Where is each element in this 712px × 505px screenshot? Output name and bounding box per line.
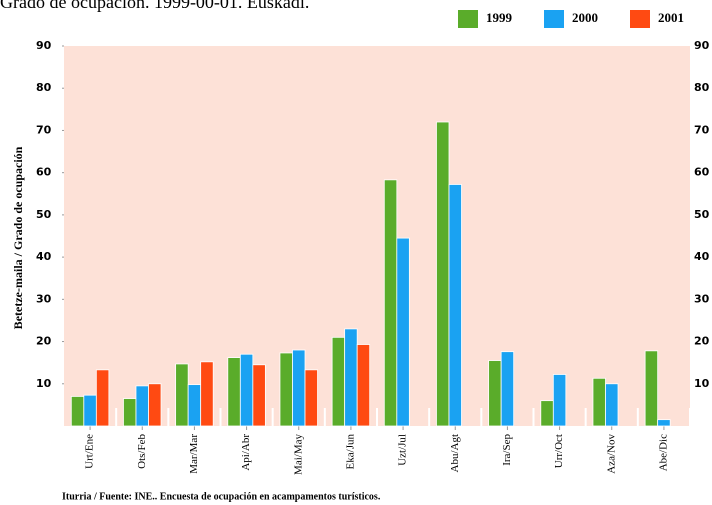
bar <box>200 361 214 427</box>
bar <box>304 369 318 427</box>
bar <box>436 121 450 427</box>
x-tick-label: Uzt/Jul <box>397 434 409 466</box>
x-tick-label: Ira/Sep <box>501 434 513 466</box>
legend-swatch <box>544 10 564 28</box>
legend-swatch <box>458 10 478 28</box>
y-tick-label: 50 <box>36 208 52 221</box>
y-tick-label-right: 20 <box>694 335 710 348</box>
y-tick-label-right: 80 <box>694 81 710 94</box>
bar <box>540 400 554 427</box>
bar <box>83 394 97 427</box>
bar <box>657 419 671 427</box>
x-tick-label: Mai/May <box>292 434 304 475</box>
bar <box>396 237 410 427</box>
bar <box>70 396 85 427</box>
y-tick-label-right: 60 <box>694 166 710 179</box>
y-tick-label: 10 <box>36 377 52 390</box>
bar <box>279 352 293 427</box>
bar <box>187 384 202 427</box>
y-tick-label: 80 <box>36 81 52 94</box>
bar <box>488 360 502 427</box>
bar <box>175 363 189 427</box>
source-note: Iturria / Fuente: INE.. Encuesta de ocup… <box>62 491 381 502</box>
legend-label: 2000 <box>572 10 598 25</box>
bar <box>644 350 659 427</box>
y-tick-label-right: 40 <box>694 250 710 263</box>
x-tick-label: Abu/Agt <box>449 434 461 473</box>
x-tick-label: Ots/Feb <box>136 434 148 469</box>
x-tick-label: Api/Abr <box>240 434 252 471</box>
y-tick-label: 20 <box>36 335 52 348</box>
bar <box>148 383 162 427</box>
plot-area <box>64 46 690 426</box>
y-tick-label: 70 <box>36 123 52 136</box>
bar <box>239 353 254 427</box>
bar <box>592 377 606 427</box>
y-tick-label-right: 30 <box>694 292 710 305</box>
x-tick-label: Urr/Oct <box>553 434 565 468</box>
y-tick-label: 60 <box>36 166 52 179</box>
bar <box>500 351 515 427</box>
bar <box>356 344 371 427</box>
x-tick-label: Aza/Nov <box>605 434 617 474</box>
y-tick-label: 90 <box>36 39 52 52</box>
y-tick-label-right: 70 <box>694 123 710 136</box>
bar <box>344 328 358 427</box>
bar <box>252 364 266 427</box>
y-tick-label: 40 <box>36 250 52 263</box>
x-tick-label: Mar/Mar <box>188 434 200 474</box>
bar <box>95 369 110 427</box>
y-tick-label: 30 <box>36 292 52 305</box>
x-tick-label: Abe/Dic <box>657 434 669 471</box>
legend-swatch <box>630 10 650 28</box>
x-tick-label: Urt/Ene <box>84 434 96 469</box>
x-tick-label: Eka/Jun <box>344 434 356 470</box>
bar <box>135 385 149 427</box>
y-tick-label-right: 90 <box>694 39 710 52</box>
y-tick-label-right: 10 <box>694 377 710 390</box>
bar <box>448 184 462 427</box>
y-tick-label-right: 50 <box>694 208 710 221</box>
bar <box>292 349 306 427</box>
bar <box>227 357 241 427</box>
bar <box>383 179 398 427</box>
bar <box>605 383 619 427</box>
bar <box>552 374 567 427</box>
bar <box>123 398 137 427</box>
bar <box>331 336 346 427</box>
legend-label: 1999 <box>486 10 513 25</box>
chart-title: Grado de ocupación. 1999-00-01. Euskadi. <box>0 0 309 12</box>
y-axis-label: Betetze-maila / Grado de ocupación <box>11 146 25 329</box>
legend-label: 2001 <box>658 10 684 25</box>
